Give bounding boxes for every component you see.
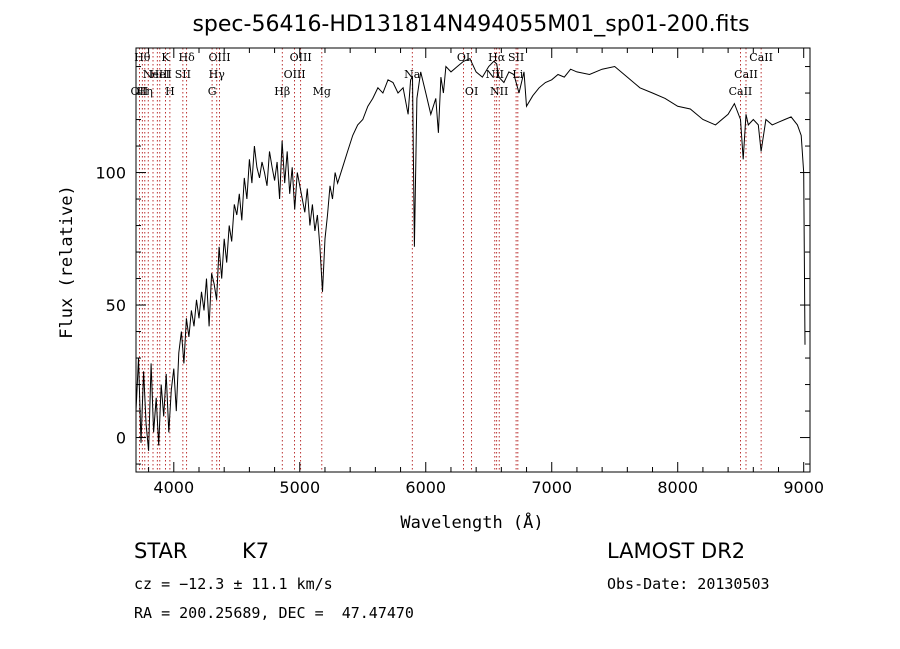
x-tick-label-6000: 6000	[405, 478, 446, 497]
line-label-24-0: SII	[508, 51, 524, 64]
line-label-9-0: SII	[175, 68, 191, 81]
line-label-14-0: Hβ	[274, 85, 290, 98]
line-label-20-0: OI	[465, 85, 478, 98]
line-label-23-0: NII	[490, 85, 508, 98]
line-label-13-0: OIII	[208, 51, 230, 64]
line-label-16-0: OIII	[290, 51, 312, 64]
y-tick-label-50: 50	[106, 296, 126, 315]
redshift-velocity: cz = −12.3 ± 11.1 km/s	[134, 575, 333, 593]
line-label-12-0: Hγ	[209, 68, 226, 81]
survey-name: LAMOST DR2	[607, 539, 746, 563]
y-axis: 0 50 100	[95, 66, 810, 465]
y-tick-label-100: 100	[95, 164, 126, 183]
line-label-2-0: Hη	[137, 85, 153, 98]
line-label-10-0: Hδ	[179, 51, 196, 64]
line-label-19-0: OI	[457, 51, 470, 64]
x-tick-label-9000: 9000	[783, 478, 824, 497]
object-class: STAR	[134, 539, 188, 563]
x-axis: 4000 5000 6000 7000 8000 9000	[148, 48, 824, 497]
line-label-5-0: NeIII	[143, 68, 172, 81]
x-tick-label-5000: 5000	[279, 478, 320, 497]
emission-line-markers	[139, 48, 762, 472]
line-label-18-0: Na	[404, 68, 421, 81]
plot-frame	[135, 47, 811, 473]
x-tick-label-4000: 4000	[153, 478, 194, 497]
coordinates: RA = 200.25689, DEC = 47.47470	[134, 604, 414, 622]
line-label-22-0: Hα	[488, 51, 506, 64]
x-axis-label: Wavelength (Å)	[400, 511, 543, 533]
x-tick-label-7000: 7000	[531, 478, 572, 497]
line-label-28-0: CaII	[749, 51, 773, 64]
line-label-11-0: G	[208, 85, 217, 98]
line-label-8-0: H	[165, 85, 175, 98]
line-label-6-0: HeI	[150, 68, 170, 81]
line-label-15-0: OIII	[284, 68, 306, 81]
line-label-7-0: K	[161, 51, 170, 64]
emission-line-labels: OIIHθHηNeIIIHeIKHSIIHδGHγOIIIHβOIIIOIIIM…	[131, 51, 773, 98]
y-tick-label-0: 0	[116, 429, 126, 448]
line-label-27-0: CaII	[734, 68, 758, 81]
line-label-0-0: OII	[131, 85, 149, 98]
line-label-25-0: Li	[512, 68, 523, 81]
x-tick-label-8000: 8000	[657, 478, 698, 497]
line-label-1-0: Hθ	[134, 51, 151, 64]
spectrum-line	[135, 57, 806, 451]
observation-date: Obs-Date: 20130503	[607, 575, 770, 593]
chart-title: spec-56416-HD131814N494055M01_sp01-200.f…	[192, 12, 749, 37]
y-axis-label: Flux (relative)	[57, 185, 77, 339]
line-label-17-0: Mg	[313, 85, 331, 98]
object-subclass: K7	[242, 539, 270, 563]
line-label-26-0: CaII	[729, 85, 753, 98]
